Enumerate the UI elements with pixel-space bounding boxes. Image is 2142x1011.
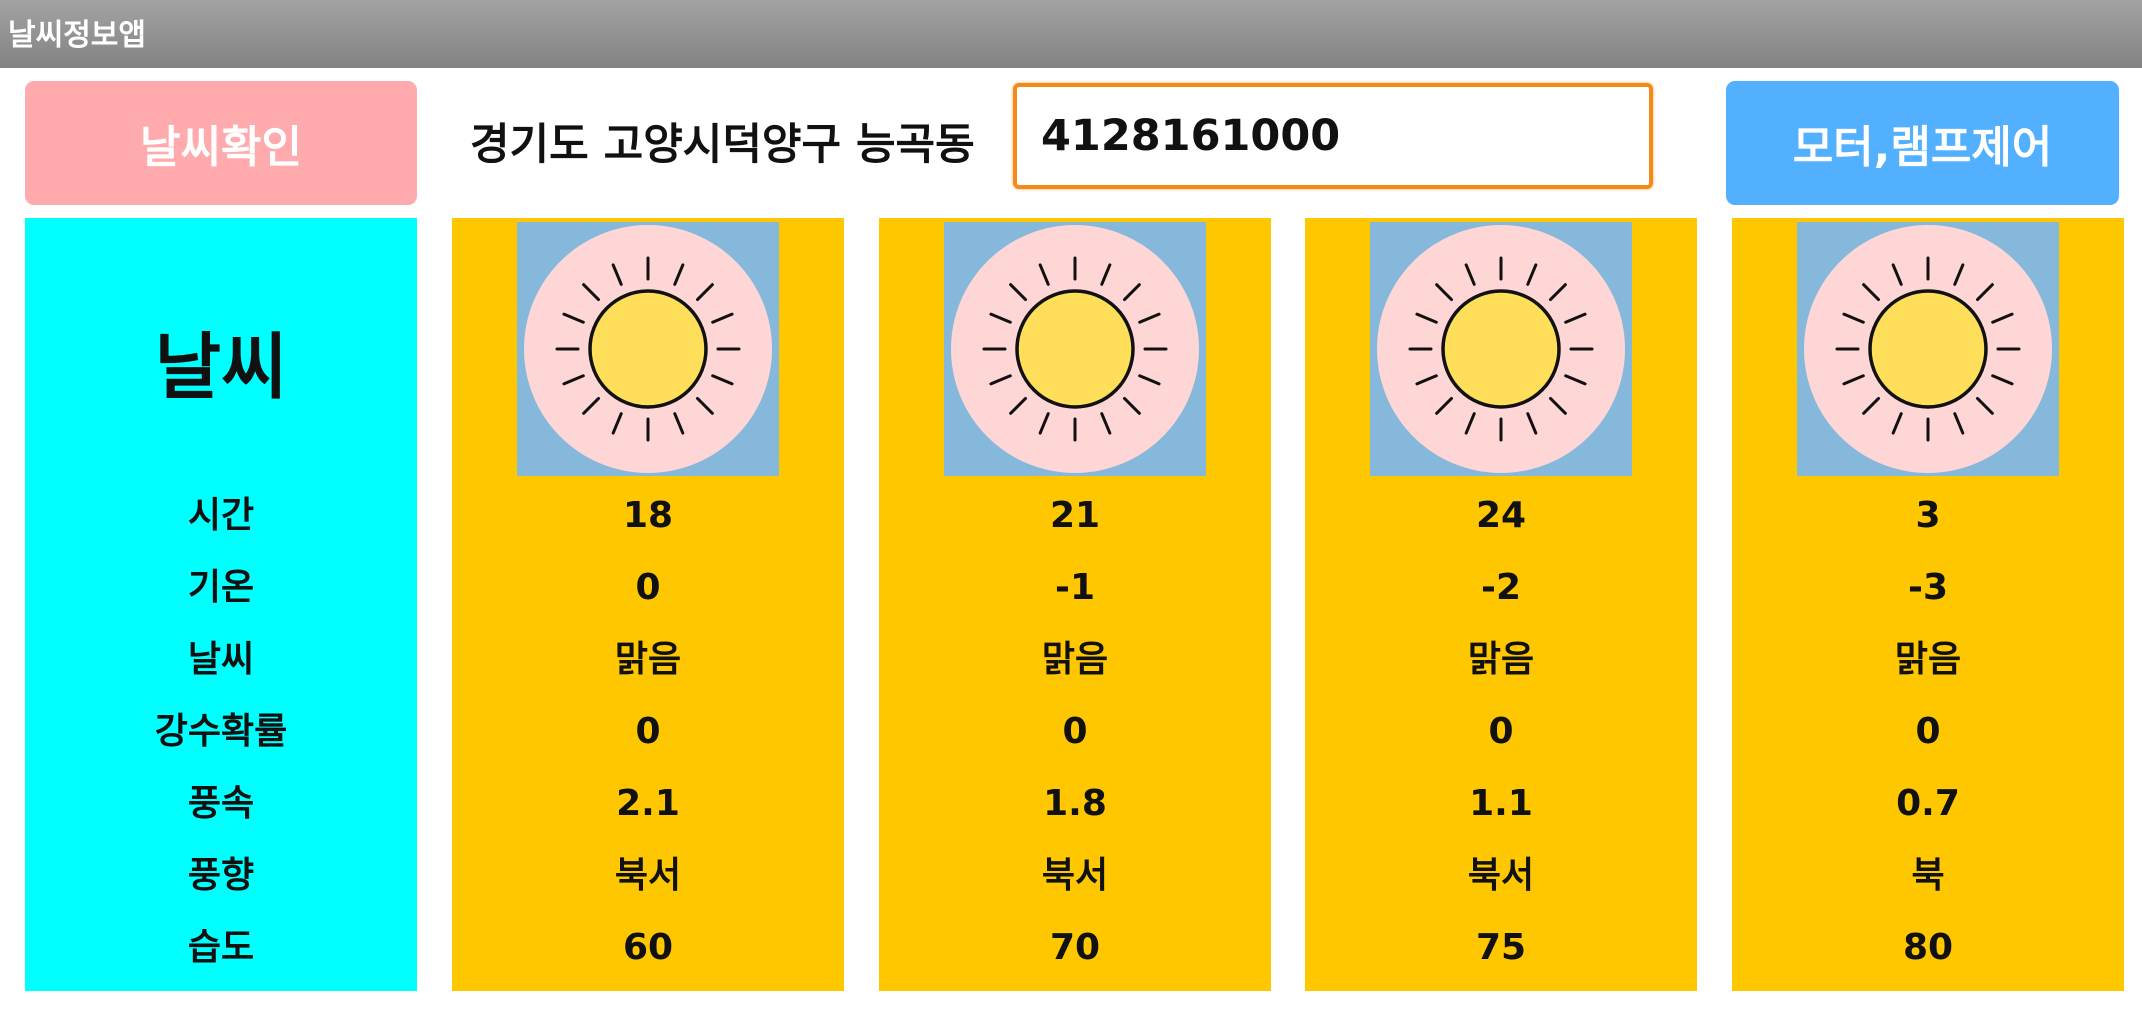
forecast-time: 21 <box>1049 495 1101 536</box>
forecast-weather: 맑음 <box>1041 639 1109 680</box>
forecast-weather: 맑음 <box>1467 639 1535 680</box>
forecast-wind-dir: 북서 <box>1467 855 1535 896</box>
sun-icon <box>517 222 779 476</box>
forecast-wind-speed: 0.7 <box>1896 783 1960 824</box>
forecast-time: 3 <box>1915 495 1941 536</box>
location-label: 경기도 고양시덕양구 능곡동 <box>470 120 975 170</box>
weather-header: 날씨 <box>154 325 288 409</box>
forecast-weather: 맑음 <box>614 639 682 680</box>
forecast-time: 18 <box>622 495 674 536</box>
forecast-card: 21 -1 맑음 0 1.8 북서 70 <box>879 218 1271 991</box>
forecast-humidity: 75 <box>1475 927 1527 968</box>
label-column: 날씨 시간 기온 날씨 강수확률 풍속 풍향 습도 <box>25 218 417 991</box>
forecast-rain: 0 <box>635 711 661 752</box>
forecast-wind-speed: 1.1 <box>1469 783 1533 824</box>
sun-icon <box>1797 222 2059 476</box>
forecast-rain: 0 <box>1062 711 1088 752</box>
label-rain: 강수확률 <box>154 711 288 752</box>
forecast-humidity: 70 <box>1049 927 1101 968</box>
forecast-temp: -2 <box>1481 567 1521 608</box>
forecast-temp: -3 <box>1908 567 1948 608</box>
label-wind-dir: 풍향 <box>187 855 255 896</box>
forecast-temp: 0 <box>635 567 661 608</box>
forecast-card: 3 -3 맑음 0 0.7 북 80 <box>1732 218 2124 991</box>
check-weather-button[interactable]: 날씨확인 <box>25 81 417 205</box>
forecast-weather: 맑음 <box>1894 639 1962 680</box>
app-title: 날씨정보앱 <box>8 18 146 53</box>
forecast-card: 24 -2 맑음 0 1.1 북서 75 <box>1305 218 1697 991</box>
forecast-rain: 0 <box>1488 711 1514 752</box>
forecast-wind-dir: 북 <box>1911 855 1945 896</box>
forecast-wind-dir: 북서 <box>614 855 682 896</box>
motor-lamp-control-button[interactable]: 모터,램프제어 <box>1726 81 2119 205</box>
forecast-wind-speed: 1.8 <box>1043 783 1107 824</box>
forecast-humidity: 80 <box>1902 927 1954 968</box>
sun-icon <box>1370 222 1632 476</box>
label-humidity: 습도 <box>187 927 255 968</box>
label-weather: 날씨 <box>187 639 255 680</box>
forecast-wind-dir: 북서 <box>1041 855 1109 896</box>
forecast-humidity: 60 <box>622 927 674 968</box>
forecast-rain: 0 <box>1915 711 1941 752</box>
forecast-time: 24 <box>1475 495 1527 536</box>
label-wind-speed: 풍속 <box>187 783 255 824</box>
forecast-temp: -1 <box>1055 567 1095 608</box>
sun-icon <box>944 222 1206 476</box>
forecast-wind-speed: 2.1 <box>616 783 680 824</box>
area-code-input[interactable] <box>1013 83 1653 189</box>
forecast-card: 18 0 맑음 0 2.1 북서 60 <box>452 218 844 991</box>
label-time: 시간 <box>187 495 255 536</box>
label-temp: 기온 <box>187 567 255 608</box>
title-bar: 날씨정보앱 <box>0 0 2142 68</box>
